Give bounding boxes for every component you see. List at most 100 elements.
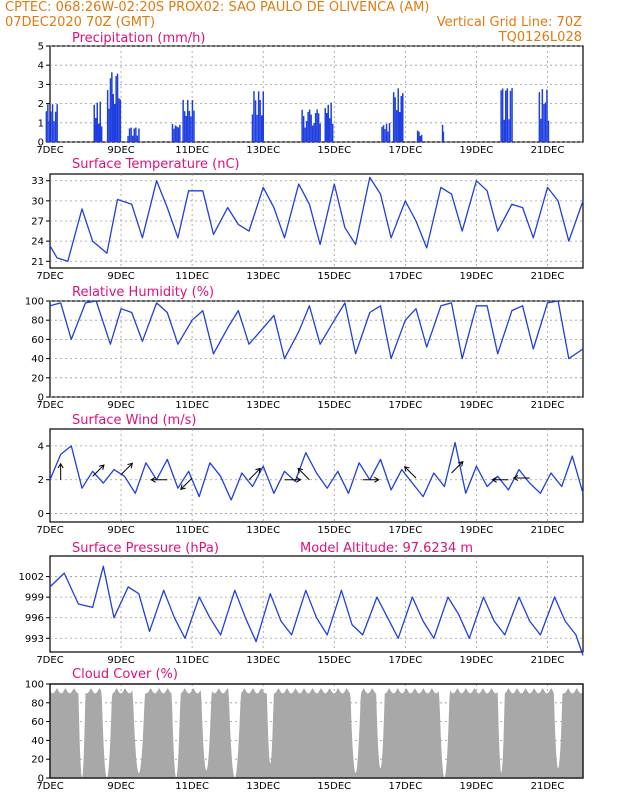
- pressure-title: Surface Pressure (hPa): [72, 541, 219, 556]
- header-run-date: 07DEC2020 70Z (GMT): [5, 15, 155, 30]
- precip-bar: [505, 90, 507, 142]
- precip-bar: [115, 76, 117, 142]
- y-tick-label: 20: [31, 755, 44, 766]
- x-tick-label: 21DEC: [531, 271, 565, 282]
- precip-bar: [387, 131, 389, 142]
- x-tick-label: 19DEC: [460, 781, 494, 792]
- x-tick-label: 15DEC: [317, 655, 351, 666]
- precip-bar: [501, 88, 504, 142]
- precip-bar: [191, 100, 194, 142]
- precip-bar: [135, 127, 137, 142]
- precip-bar: [307, 111, 309, 142]
- precip-bar: [51, 104, 54, 142]
- x-tick-label: 11DEC: [175, 525, 209, 536]
- wind-vector-arrow: [297, 467, 310, 481]
- precip-bar: [48, 121, 51, 142]
- x-tick-label: 19DEC: [460, 145, 494, 156]
- x-tick-label: 11DEC: [175, 781, 209, 792]
- x-tick-label: 7DEC: [36, 145, 63, 156]
- precip-bar: [174, 125, 177, 142]
- precip-bar: [385, 123, 388, 142]
- precip-bar: [251, 114, 254, 142]
- precip-bar: [259, 100, 261, 142]
- precip-bar: [313, 123, 315, 142]
- x-tick-label: 11DEC: [175, 271, 209, 282]
- precip-bar: [136, 135, 139, 142]
- cloud-cover-title: Cloud Cover (%): [72, 667, 178, 682]
- y-tick-label: 60: [31, 335, 44, 346]
- x-tick-label: 19DEC: [460, 525, 494, 536]
- precip-bar: [93, 104, 95, 142]
- y-tick-label: 2: [38, 99, 44, 110]
- precip-bar: [50, 111, 52, 142]
- precip-bar: [506, 88, 509, 142]
- precip-bar: [187, 99, 189, 142]
- precip-bar: [111, 72, 113, 142]
- y-tick-label: 33: [31, 176, 44, 187]
- y-tick-label: 993: [25, 634, 44, 645]
- x-tick-label: 13DEC: [246, 271, 280, 282]
- model-altitude-note: Model Altitude: 97.6234 m: [300, 541, 473, 556]
- precip-bar: [256, 114, 258, 142]
- precip-bar: [127, 135, 129, 142]
- precip-bar: [500, 90, 502, 142]
- precip-bar: [133, 128, 135, 142]
- precip-bar: [388, 123, 391, 142]
- panel-pressure: Surface Pressure (hPa) Model Altitude: 9…: [19, 541, 584, 666]
- precip-bar: [384, 129, 386, 142]
- precip-bar: [304, 127, 306, 142]
- y-tick-label: 0: [38, 774, 44, 785]
- x-tick-label: 17DEC: [388, 400, 422, 411]
- precip-bar: [96, 102, 98, 142]
- y-tick-label: 0: [38, 393, 44, 404]
- precip-bar: [538, 92, 541, 142]
- x-tick-label: 9DEC: [107, 655, 134, 666]
- y-tick-label: 0: [38, 138, 44, 149]
- y-tick-label: 4: [38, 61, 44, 72]
- precip-bar: [47, 104, 49, 142]
- panel-wind: Surface Wind (m/s) 7DEC 9DEC 11DEC 13DEC 15D…: [36, 413, 584, 536]
- x-tick-label: 17DEC: [388, 145, 422, 156]
- precip-bar: [119, 99, 122, 142]
- precip-bar: [442, 131, 445, 142]
- precip-bar: [540, 118, 542, 142]
- y-tick-label: 80: [31, 316, 44, 327]
- wind-title: Surface Wind (m/s): [72, 413, 196, 428]
- humidity-title: Relative Humidity (%): [72, 285, 214, 300]
- precip-bar: [402, 93, 404, 142]
- wind-vector-arrow: [362, 476, 380, 483]
- precip-bar: [54, 111, 57, 142]
- plot-frame: [49, 555, 584, 653]
- x-tick-label: 17DEC: [388, 525, 422, 536]
- precip-bar: [108, 108, 110, 142]
- precip-bar: [397, 88, 399, 142]
- precip-bar: [173, 128, 175, 142]
- x-tick-label: 19DEC: [460, 400, 494, 411]
- x-tick-label: 7DEC: [36, 400, 63, 411]
- wind-vector-arrow: [512, 475, 530, 482]
- y-tick-label: 27: [31, 217, 44, 228]
- y-tick-label: 40: [31, 354, 44, 365]
- y-tick-label: 1: [38, 118, 44, 129]
- precip-bar: [45, 111, 48, 142]
- precip-bar: [308, 109, 311, 142]
- precip-bar: [257, 91, 260, 142]
- precip-bar: [330, 102, 332, 142]
- y-tick-label: 20: [31, 373, 44, 384]
- x-tick-label: 9DEC: [107, 781, 134, 792]
- precip-bar: [254, 100, 257, 142]
- precip-bar: [106, 90, 109, 142]
- x-tick-label: 11DEC: [175, 145, 209, 156]
- x-tick-label: 21DEC: [531, 525, 565, 536]
- x-tick-label: 13DEC: [246, 400, 280, 411]
- precip-bar: [301, 109, 303, 142]
- y-tick-label: 100: [25, 680, 44, 691]
- x-tick-label: 19DEC: [460, 655, 494, 666]
- y-tick-label: 60: [31, 717, 44, 728]
- x-tick-label: 7DEC: [36, 655, 63, 666]
- y-tick-label: 996: [25, 613, 44, 624]
- wind-vector-arrow: [180, 477, 193, 491]
- precip-bar: [394, 97, 396, 142]
- precip-bar: [392, 92, 395, 142]
